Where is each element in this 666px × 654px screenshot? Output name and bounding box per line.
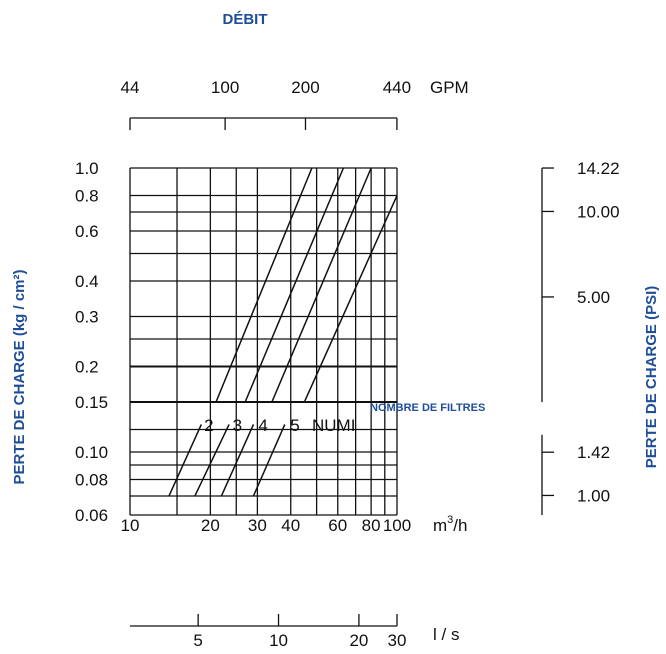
x-tick-label: 40 bbox=[281, 516, 300, 535]
ls-tick-label: 30 bbox=[388, 631, 407, 650]
x-tick-labels: m3/h 10 20 30 40 60 80 100 bbox=[121, 514, 468, 535]
gpm-tick-label: 44 bbox=[121, 78, 140, 97]
y-tick-label: 0.3 bbox=[75, 307, 99, 326]
y-tick-label: 0.15 bbox=[75, 393, 108, 412]
y-tick-labels: 1.0 0.8 0.6 0.4 0.3 0.2 0.15 0.10 0.08 0.06 bbox=[75, 159, 108, 525]
numi-annotation: NUMI bbox=[312, 416, 355, 435]
right-axis-label: PERTE DE CHARGE (PSI) bbox=[643, 286, 660, 469]
gpm-tick-label: 440 bbox=[383, 78, 411, 97]
curve-group-label: NOMBRE DE FILTRES bbox=[370, 402, 485, 414]
gpm-tick-label: 200 bbox=[291, 78, 319, 97]
curve-3-segment bbox=[194, 424, 230, 497]
curve-label-5: 5 bbox=[290, 416, 299, 435]
y-tick-label: 1.0 bbox=[75, 159, 99, 178]
curve-3-segment bbox=[244, 167, 345, 403]
y-tick-label: 0.4 bbox=[75, 272, 99, 291]
x-tick-label: 60 bbox=[328, 516, 347, 535]
x-tick-label: 30 bbox=[248, 516, 267, 535]
gpm-unit-label: GPM bbox=[430, 78, 469, 97]
ls-tick-label: 20 bbox=[349, 631, 368, 650]
psi-tick-label: 14.22 bbox=[577, 159, 620, 178]
gpm-axis: GPM 44 100 200 440 bbox=[121, 78, 469, 130]
y-tick-label: 0.6 bbox=[75, 222, 99, 241]
curve-2-segment bbox=[168, 424, 203, 497]
curve-4-segment bbox=[220, 424, 255, 497]
ls-tick-label: 5 bbox=[193, 631, 202, 650]
curve-2-segment bbox=[215, 167, 313, 403]
psi-tick-label: 1.42 bbox=[577, 443, 610, 462]
curve-4-segment bbox=[271, 167, 372, 403]
psi-tick-label: 1.00 bbox=[577, 486, 610, 505]
curve-label-3: 3 bbox=[233, 416, 242, 435]
x-axis-unit-sup: 3 bbox=[447, 514, 453, 526]
y-tick-label: 0.06 bbox=[75, 506, 108, 525]
y-tick-label: 0.8 bbox=[75, 187, 99, 206]
y-tick-label: 0.2 bbox=[75, 358, 99, 377]
chart-title: DÉBIT bbox=[223, 11, 268, 28]
psi-tick-label: 5.00 bbox=[577, 288, 610, 307]
ls-unit-label: l / s bbox=[433, 625, 459, 644]
curve-label-4: 4 bbox=[258, 416, 267, 435]
gpm-tick-label: 100 bbox=[211, 78, 239, 97]
curve-label-2: 2 bbox=[204, 416, 213, 435]
curve-5-segment bbox=[252, 424, 286, 497]
y-axis-label: PERTE DE CHARGE (kg / cm²) bbox=[11, 269, 28, 484]
chart-grid bbox=[129, 167, 398, 516]
psi-axis: 14.22 10.00 5.00 1.42 1.00 bbox=[541, 159, 620, 515]
x-tick-label: 80 bbox=[362, 516, 381, 535]
ls-axis: l / s 5 10 20 30 bbox=[130, 614, 459, 650]
filter-curves bbox=[168, 167, 398, 497]
x-tick-label: 20 bbox=[201, 516, 220, 535]
x-tick-label: 10 bbox=[121, 516, 140, 535]
x-axis-unit-label: m3/h bbox=[433, 514, 467, 535]
x-axis-unit-per-h: /h bbox=[453, 516, 467, 535]
curve-5-segment bbox=[303, 195, 398, 403]
y-tick-label: 0.08 bbox=[75, 471, 108, 490]
x-axis-unit-m: m bbox=[433, 516, 447, 535]
x-tick-label: 100 bbox=[383, 516, 411, 535]
y-tick-label: 0.10 bbox=[75, 443, 108, 462]
psi-tick-label: 10.00 bbox=[577, 202, 620, 221]
ls-tick-label: 10 bbox=[269, 631, 288, 650]
